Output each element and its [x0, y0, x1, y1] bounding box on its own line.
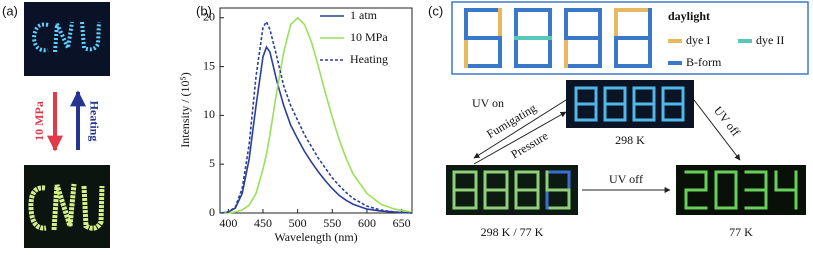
y-tick-label: 20 — [203, 10, 215, 24]
arrow — [473, 99, 567, 159]
legend-label: Heating — [350, 52, 388, 66]
photo — [24, 2, 110, 76]
panel-label: (a) — [2, 3, 18, 18]
arrow-label: Pressure — [508, 128, 550, 161]
x-tick-label: 600 — [358, 216, 376, 230]
y-axis-label: Intensity / (10⁵) — [178, 72, 192, 148]
glow-text — [31, 21, 101, 55]
arrow-label: UV off — [609, 172, 643, 186]
glow-text — [28, 183, 105, 231]
arrow-label: UV on — [472, 96, 504, 110]
arrow — [473, 111, 567, 165]
x-tick-label: 650 — [393, 216, 411, 230]
photo-caption: 298 K / 77 K — [481, 225, 544, 239]
panel-label: (b) — [196, 3, 212, 18]
arrow-label: UV off — [711, 104, 743, 139]
photo — [24, 165, 110, 248]
x-tick-label: 450 — [254, 216, 272, 230]
plot-frame — [219, 7, 413, 214]
legend-label: dye II — [756, 33, 784, 47]
legend-title: daylight — [668, 9, 710, 23]
legend-label: dye I — [686, 33, 710, 47]
panel-label: (c) — [428, 3, 443, 18]
legend-label: B-form — [686, 55, 722, 69]
x-tick-label: 500 — [289, 216, 307, 230]
series-line — [221, 16, 413, 214]
y-tick-label: 5 — [209, 156, 215, 170]
x-tick-label: 400 — [219, 216, 237, 230]
x-axis-label: Wavelength (nm) — [274, 230, 357, 244]
photo-caption: 77 K — [729, 225, 753, 239]
series-line — [221, 45, 413, 214]
y-tick-label: 10 — [203, 107, 215, 121]
legend-label: 10 MPa — [350, 30, 388, 44]
arrow-label: 10 MPa — [32, 101, 46, 141]
legend-label: 1 atm — [350, 8, 378, 22]
arrow — [693, 99, 741, 161]
series-line — [221, 19, 413, 214]
arrow-label: Heating — [87, 101, 101, 142]
y-tick-label: 0 — [209, 205, 215, 219]
photo-caption: 298 K — [615, 133, 645, 147]
y-tick-label: 15 — [203, 58, 215, 72]
x-tick-label: 550 — [323, 216, 341, 230]
